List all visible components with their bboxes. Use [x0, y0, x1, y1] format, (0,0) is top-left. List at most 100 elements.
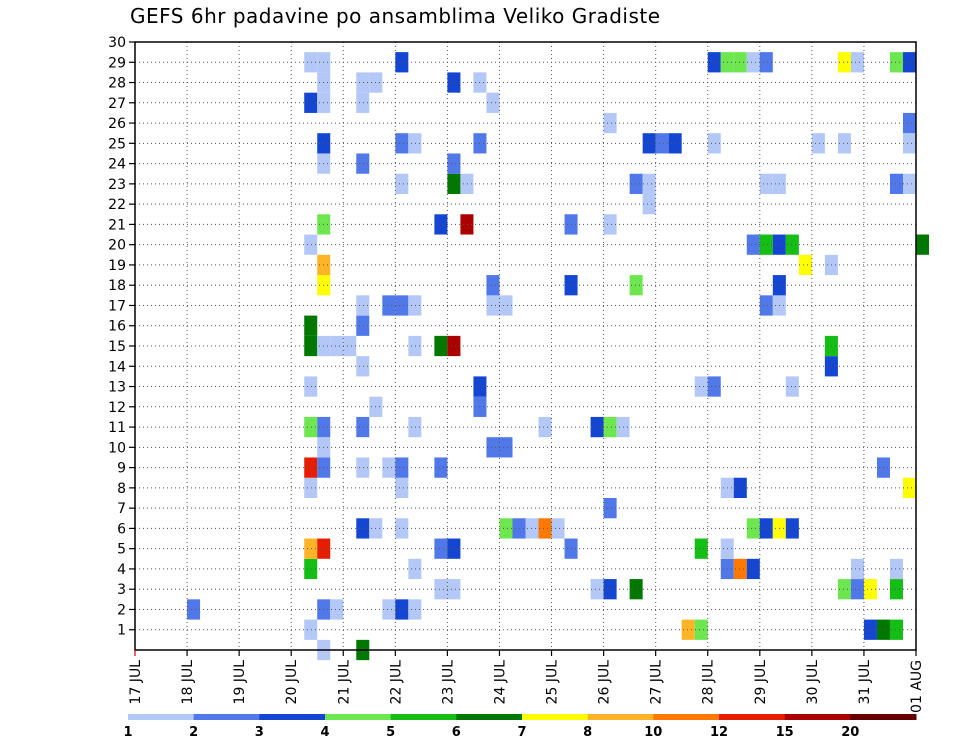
colorbar-segment	[259, 714, 326, 720]
x-tick-label: 01 AUG	[909, 660, 925, 713]
heatmap-cell	[759, 173, 773, 194]
heatmap-cell	[447, 153, 461, 174]
y-tick-label: 16	[108, 319, 126, 335]
colorbar-segment	[850, 714, 917, 720]
y-tick-label: 2	[117, 602, 126, 618]
colorbar-segment	[522, 714, 589, 720]
heatmap-cell	[733, 477, 747, 498]
y-tick-label: 14	[108, 359, 126, 375]
colorbar-label: 3	[255, 725, 264, 740]
x-tick-label: 31 JUL	[857, 660, 873, 705]
y-tick-label: 10	[108, 440, 126, 456]
y-tick-label: 21	[108, 217, 126, 233]
heatmap-cell	[304, 315, 318, 336]
y-tick-label: 27	[108, 96, 126, 112]
heatmap-cell	[395, 599, 409, 620]
y-tick-label: 23	[108, 177, 126, 193]
heatmap-cell	[447, 72, 461, 93]
heatmap-cell	[395, 457, 409, 478]
x-tick-label: 29 JUL	[753, 660, 769, 705]
heatmap-cell	[837, 52, 851, 73]
heatmap-cell	[642, 133, 656, 154]
y-tick-label: 7	[117, 501, 126, 517]
heatmap-cell	[486, 437, 500, 458]
heatmap-cell	[434, 335, 448, 357]
heatmap-cell	[486, 92, 500, 113]
y-tick-label: 3	[117, 582, 126, 598]
y-tick-label: 12	[108, 400, 126, 416]
heatmap-cell	[889, 619, 903, 640]
heatmap-cell	[512, 518, 526, 539]
y-axis: 1234567891011121314151617181920212223242…	[108, 35, 135, 639]
grid-layer	[135, 42, 916, 650]
heatmap-cell	[629, 579, 643, 600]
heatmap-cell	[694, 376, 708, 397]
colorbar-label: 8	[583, 725, 592, 740]
heatmap-cell	[694, 619, 708, 640]
y-tick-label: 19	[108, 258, 126, 274]
heatmap-cell	[395, 173, 409, 194]
colorbar-segment	[128, 714, 195, 720]
x-tick-label: 25 JUL	[545, 660, 561, 705]
heatmap-cell	[551, 518, 565, 539]
x-tick-label: 26 JUL	[597, 660, 613, 705]
heatmap-cell	[655, 133, 669, 154]
heatmap-cell	[629, 173, 643, 194]
x-tick-label: 28 JUL	[701, 660, 717, 705]
heatmap-cell	[330, 335, 344, 357]
colorbar-label: 6	[452, 725, 461, 740]
x-tick-label: 19 JUL	[232, 660, 248, 705]
heatmap-cell	[733, 52, 747, 73]
heatmap-cell	[785, 376, 799, 397]
colorbar-label: 5	[386, 725, 395, 740]
chart-title: GEFS 6hr padavine po ansamblima Veliko G…	[130, 4, 661, 28]
heatmap-cell	[395, 518, 409, 539]
heatmap-cell	[590, 416, 604, 438]
heatmap-cell	[837, 579, 851, 600]
y-tick-label: 20	[108, 238, 126, 254]
heatmap-cell	[434, 579, 448, 600]
heatmap-cell	[499, 437, 513, 458]
heatmap-cell	[603, 112, 617, 134]
colorbar-segment	[325, 714, 392, 720]
heatmap-cell	[707, 52, 721, 73]
heatmap-cell	[863, 579, 877, 600]
heatmap-cell	[304, 376, 318, 397]
heatmap-cell	[538, 518, 552, 539]
heatmap-cell	[746, 518, 760, 539]
heatmap-cell	[395, 52, 409, 73]
x-tick-label: 30 JUL	[805, 660, 821, 705]
colorbar-segment	[456, 714, 523, 720]
colorbar-segment	[719, 714, 786, 720]
heatmap-cell	[460, 173, 474, 194]
y-tick-label: 6	[117, 521, 126, 537]
x-tick-label: 20 JUL	[284, 660, 300, 705]
heatmap-cell	[382, 457, 396, 478]
y-tick-label: 18	[108, 278, 126, 294]
heatmap-cell	[902, 173, 916, 194]
y-tick-label: 25	[108, 136, 126, 152]
heatmap-cell	[408, 335, 422, 357]
heatmap-cell	[707, 376, 721, 397]
x-tick-label: 18 JUL	[180, 660, 196, 705]
heatmap-cell	[525, 518, 539, 539]
heatmap-cell	[902, 52, 916, 73]
heatmap-cell	[590, 579, 604, 600]
y-tick-label: 4	[117, 562, 126, 578]
heatmap-cell	[460, 214, 474, 235]
colorbar-label: 20	[841, 725, 859, 740]
heatmap-cell	[902, 133, 916, 154]
x-tick-label: 27 JUL	[649, 660, 665, 705]
heatmap-cell	[759, 518, 773, 539]
y-tick-label: 26	[108, 116, 126, 132]
heatmap-cell	[330, 599, 344, 620]
y-tick-label: 13	[108, 380, 126, 396]
heatmap-cell	[187, 599, 201, 620]
plot-frame	[134, 41, 917, 651]
heatmap-cell	[850, 579, 864, 600]
heatmap-cell	[304, 538, 318, 559]
heatmap-cell	[603, 498, 617, 519]
heatmap-cell	[304, 457, 318, 478]
heatmap-cell	[629, 275, 643, 296]
heatmap-cell	[486, 275, 500, 296]
